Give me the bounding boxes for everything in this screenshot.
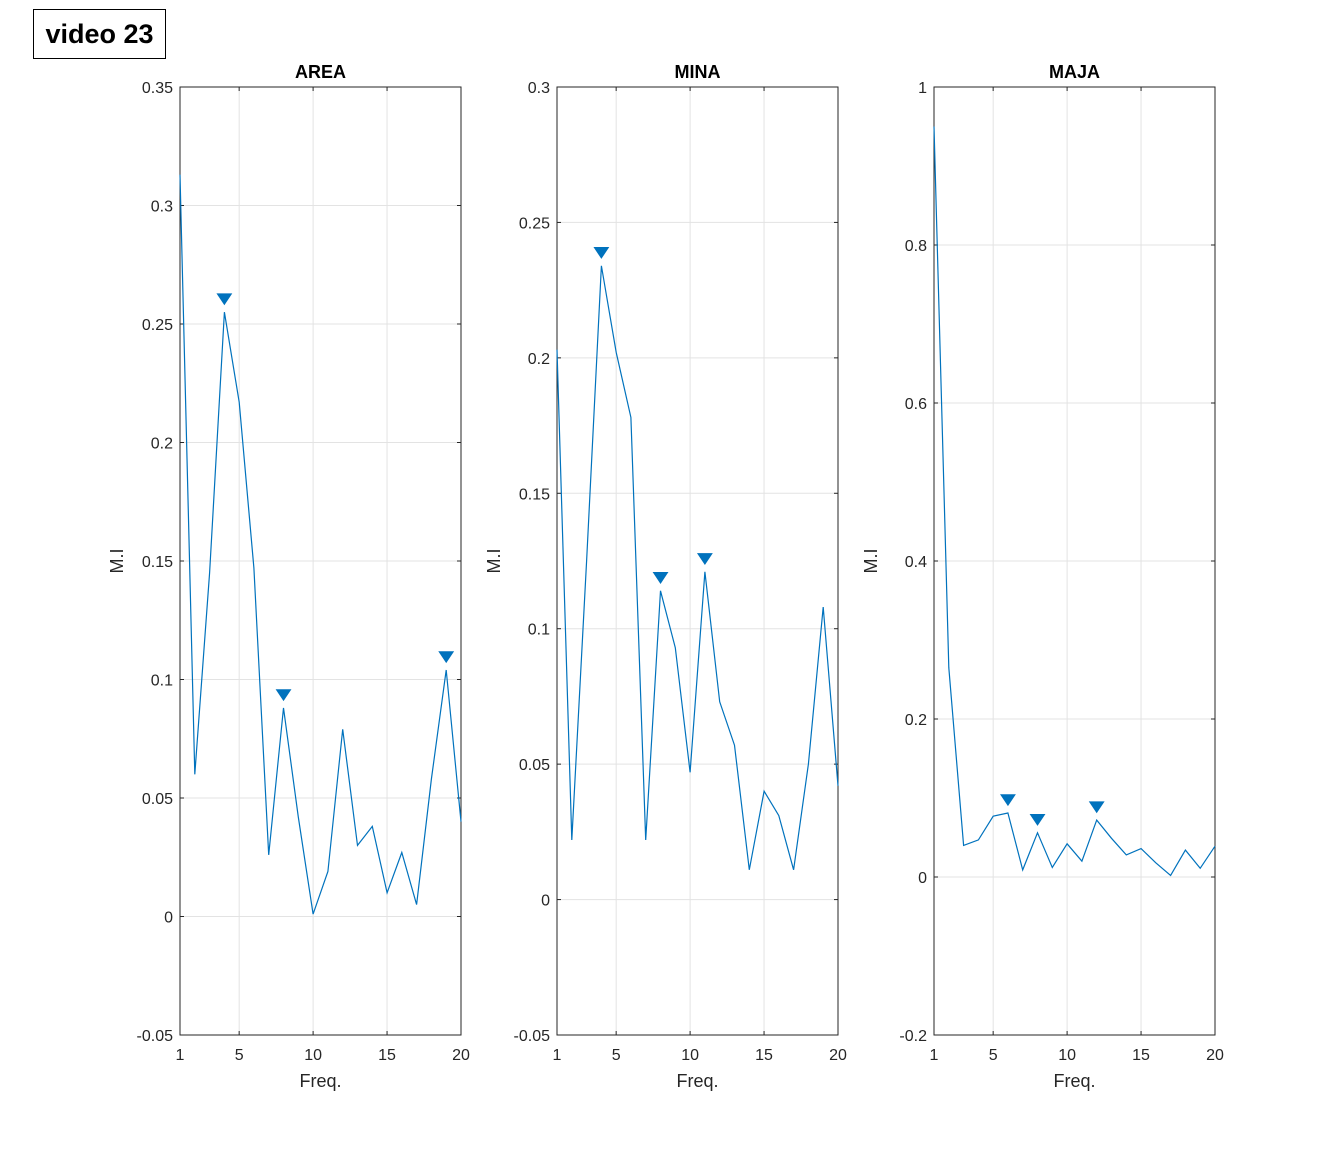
y-tick-label: 0.25 xyxy=(142,317,173,334)
x-axis-label: Freq. xyxy=(299,1071,341,1091)
peak-marker xyxy=(275,689,292,702)
y-tick-label: -0.05 xyxy=(514,1028,551,1045)
x-tick-label: 5 xyxy=(989,1047,998,1064)
y-tick-label: 0.05 xyxy=(519,757,550,774)
x-tick-label: 10 xyxy=(1058,1047,1076,1064)
figure-label: video 23 xyxy=(33,9,166,59)
peak-marker xyxy=(216,293,233,306)
series-line xyxy=(556,265,839,870)
y-axis-label: M.I xyxy=(484,549,504,574)
peak-marker xyxy=(438,651,455,664)
y-tick-label: 0.25 xyxy=(519,215,550,232)
subplot-area: 1 5 10 15 20-0.0500.050.10.150.20.250.30.35A… xyxy=(107,62,470,1091)
y-tick-label: 0.05 xyxy=(142,791,173,808)
y-tick-label: 0.2 xyxy=(151,436,173,453)
y-tick-label: 0.6 xyxy=(905,396,927,413)
x-tick-label: 20 xyxy=(452,1047,470,1064)
x-tick-label: 15 xyxy=(1132,1047,1150,1064)
y-tick-label: 0 xyxy=(164,910,173,927)
y-tick-label: 0.15 xyxy=(519,486,550,503)
y-tick-label: 0.3 xyxy=(151,199,173,216)
subplot-title: MAJA xyxy=(1049,62,1100,82)
y-tick-label: 0.8 xyxy=(905,238,927,255)
x-tick-label: 15 xyxy=(755,1047,773,1064)
peak-marker xyxy=(1088,801,1105,814)
axes-background xyxy=(557,87,838,1035)
axes-box xyxy=(556,86,839,1036)
series-line xyxy=(179,174,462,915)
peak-marker xyxy=(593,247,610,259)
x-tick-label: 1 xyxy=(176,1047,185,1064)
subplot-title: MINA xyxy=(675,62,721,82)
peak-marker xyxy=(1029,814,1046,826)
series-line xyxy=(933,126,1216,877)
y-axis-label: M.I xyxy=(861,549,881,574)
x-tick-label: 5 xyxy=(612,1047,621,1064)
peak-marker xyxy=(652,572,669,584)
x-tick-label: 1 xyxy=(930,1047,939,1064)
y-tick-label: 0.15 xyxy=(142,554,173,571)
x-tick-label: 1 xyxy=(553,1047,562,1064)
y-tick-label: 1 xyxy=(918,80,927,97)
x-tick-label: 5 xyxy=(235,1047,244,1064)
x-axis-label: Freq. xyxy=(676,1071,718,1091)
x-axis-label: Freq. xyxy=(1053,1071,1095,1091)
y-tick-label: 0.2 xyxy=(905,712,927,729)
y-tick-label: 0.3 xyxy=(528,80,550,97)
y-tick-label: 0 xyxy=(541,893,550,910)
y-tick-label: 0.4 xyxy=(905,554,927,571)
y-tick-label: 0.2 xyxy=(528,351,550,368)
x-tick-label: 10 xyxy=(304,1047,322,1064)
y-tick-label: -0.2 xyxy=(899,1028,927,1045)
x-tick-label: 20 xyxy=(829,1047,847,1064)
subplot-mina: 1 5 10 15 20-0.0500.050.10.150.20.250.3MINAF… xyxy=(484,62,847,1091)
y-tick-label: -0.05 xyxy=(137,1028,174,1045)
y-tick-label: 0.1 xyxy=(528,622,550,639)
x-tick-label: 15 xyxy=(378,1047,396,1064)
y-tick-label: 0.35 xyxy=(142,80,173,97)
y-tick-label: 0 xyxy=(918,870,927,887)
y-tick-label: 0.1 xyxy=(151,673,173,690)
subplot-title: AREA xyxy=(295,62,346,82)
x-tick-label: 20 xyxy=(1206,1047,1224,1064)
x-tick-label: 10 xyxy=(681,1047,699,1064)
peak-marker xyxy=(696,553,713,565)
peak-marker xyxy=(1000,794,1016,807)
y-axis-label: M.I xyxy=(107,549,127,574)
